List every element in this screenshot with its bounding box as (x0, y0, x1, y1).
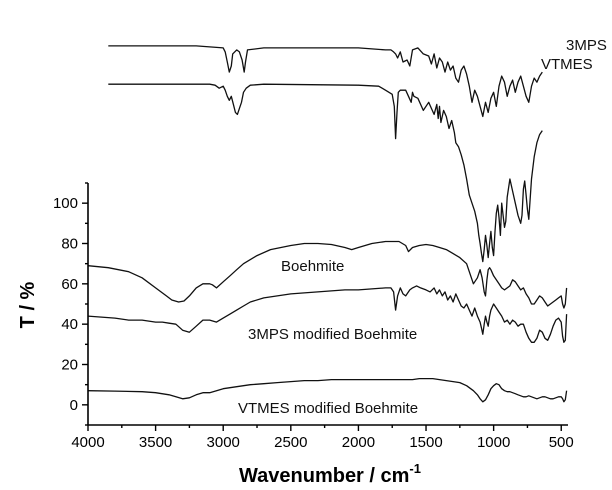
series-label-vtmes: VTMES (541, 56, 593, 73)
x-tick-label: 4000 (71, 434, 104, 451)
x-axis-title-main: Wavenumber / cm (239, 465, 409, 487)
y-tick-label: 0 (70, 397, 78, 414)
y-tick-label: 80 (61, 236, 78, 253)
x-ticks: 4000 3500 3000 2500 2000 1500 1000 500 (71, 425, 574, 451)
x-tick-label: 3500 (139, 434, 172, 451)
series-label-boehmite: Boehmite (281, 258, 344, 275)
y-tick-label: 100 (53, 195, 78, 212)
x-tick-label: 1000 (477, 434, 510, 451)
series-line-boehmite (87, 240, 568, 309)
x-tick-label: 2000 (342, 434, 375, 451)
series-label-3mps: 3MPS (566, 37, 607, 54)
series-line-3mps-modified-boehmite (87, 285, 568, 343)
traces (87, 45, 568, 403)
series-line-3mps (108, 45, 543, 118)
y-tick-label: 60 (61, 276, 78, 293)
y-axis-title: T / % (17, 281, 39, 328)
x-axis-title-superscript: -1 (409, 461, 421, 476)
x-axis-title: Wavenumber / cm-1 (239, 461, 421, 487)
series-line-vtmes (108, 83, 543, 263)
x-tick-label: 500 (549, 434, 574, 451)
y-tick-label: 40 (61, 316, 78, 333)
series-label-3mps-modified-boehmite: 3MPS modified Boehmite (248, 326, 417, 343)
x-tick-label: 1500 (409, 434, 442, 451)
series-line-vtmes-modified-boehmite (87, 377, 568, 403)
series-label-vtmes-modified-boehmite: VTMES modified Boehmite (238, 400, 418, 417)
x-tick-label: 2500 (274, 434, 307, 451)
x-tick-label: 3000 (207, 434, 240, 451)
y-tick-label: 20 (61, 357, 78, 374)
y-ticks: 0 20 40 60 80 100 (53, 182, 88, 426)
